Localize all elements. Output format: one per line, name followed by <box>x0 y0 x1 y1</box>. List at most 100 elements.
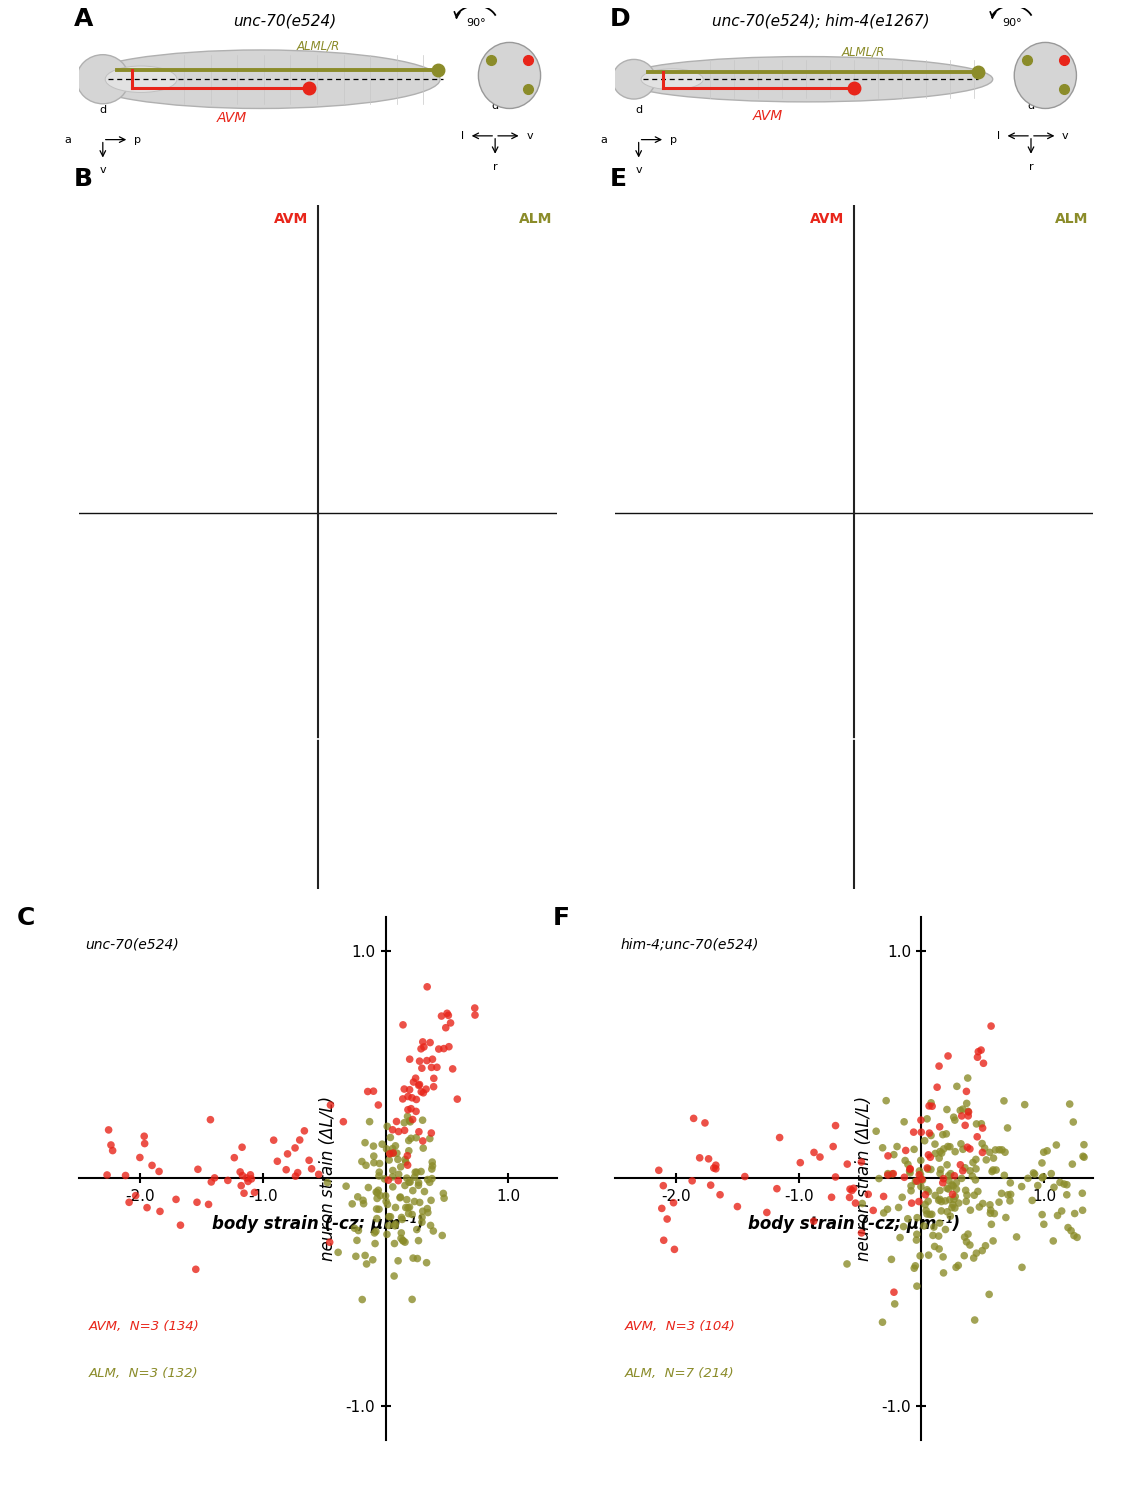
Point <box>104 1138 122 1162</box>
Point <box>412 1036 431 1060</box>
Point <box>932 1198 950 1222</box>
Point <box>952 1167 970 1191</box>
Point <box>920 1244 938 1268</box>
Point <box>838 1252 857 1276</box>
Point <box>242 1167 260 1191</box>
Point <box>888 1134 906 1158</box>
Point <box>246 1180 264 1204</box>
Point <box>991 1138 1009 1162</box>
Point <box>973 1112 991 1136</box>
Point <box>941 1134 959 1158</box>
Point <box>399 1104 417 1128</box>
Point <box>964 1164 982 1188</box>
Point <box>392 1221 410 1245</box>
Point <box>396 1077 414 1101</box>
Point <box>418 1251 436 1275</box>
Point <box>948 1074 966 1098</box>
Point <box>355 1191 373 1215</box>
Point <box>943 1182 961 1206</box>
Point <box>980 1192 999 1216</box>
Bar <box>103 561 198 684</box>
Point <box>953 1160 971 1184</box>
Point <box>926 1184 944 1208</box>
Point <box>365 1150 383 1174</box>
Point <box>986 1138 1004 1162</box>
Point <box>357 1252 375 1276</box>
Point <box>944 1192 962 1216</box>
Point <box>934 1167 952 1191</box>
Point <box>421 1188 440 1212</box>
Point <box>381 1142 399 1166</box>
Point <box>914 1168 932 1192</box>
Point <box>912 1149 930 1173</box>
Point <box>895 1166 913 1190</box>
Point <box>337 1174 355 1198</box>
Point <box>98 1162 116 1186</box>
Point <box>1074 1198 1092 1222</box>
Point <box>423 1167 441 1191</box>
Point <box>415 1136 433 1160</box>
Point <box>931 1179 949 1203</box>
Point <box>126 1184 144 1208</box>
Point <box>1023 1188 1041 1212</box>
Point <box>655 1228 673 1252</box>
Point <box>921 1203 939 1227</box>
Point <box>915 1128 933 1152</box>
Point <box>938 1098 956 1122</box>
Point <box>289 1161 307 1185</box>
Point <box>1002 1182 1020 1206</box>
Point <box>771 1125 789 1149</box>
Point <box>385 1214 403 1237</box>
Point <box>392 1227 410 1251</box>
Text: d: d <box>1028 102 1035 111</box>
Point <box>982 1014 1000 1038</box>
Point <box>916 1192 934 1216</box>
Ellipse shape <box>641 69 703 90</box>
Point <box>826 1166 844 1190</box>
Y-axis label: neuron strain (ΔL/L): neuron strain (ΔL/L) <box>855 1095 873 1262</box>
Point <box>859 1182 877 1206</box>
Text: ALM: ALM <box>1055 211 1089 226</box>
Point <box>135 1124 153 1148</box>
Point <box>930 1224 948 1248</box>
Bar <box>644 369 748 492</box>
Point <box>389 1148 407 1172</box>
Text: v: v <box>1062 130 1068 141</box>
Point <box>919 1156 937 1180</box>
Point <box>983 1160 1001 1184</box>
Point <box>967 1148 985 1172</box>
Point <box>390 1162 408 1186</box>
Point <box>410 1119 428 1143</box>
Point <box>961 1137 979 1161</box>
Point <box>908 1274 926 1298</box>
Point <box>380 1148 398 1172</box>
Text: p: p <box>134 135 141 144</box>
Point <box>1068 1226 1086 1250</box>
Text: ALML/R: ALML/R <box>842 45 885 58</box>
Point <box>982 1198 1000 1222</box>
Point <box>958 1184 976 1208</box>
Text: 90°: 90° <box>467 18 486 27</box>
Point <box>394 1228 412 1252</box>
Point <box>902 1174 920 1198</box>
Point <box>408 1161 426 1185</box>
Point <box>410 1072 428 1096</box>
Point <box>650 1158 668 1182</box>
X-axis label: body strain (-cz; μm⁻¹): body strain (-cz; μm⁻¹) <box>212 1215 424 1233</box>
Point <box>947 1256 965 1280</box>
Point <box>931 1210 949 1234</box>
Point <box>912 1108 930 1132</box>
Point <box>383 1166 401 1190</box>
Point <box>1061 1092 1079 1116</box>
Point <box>908 1222 926 1246</box>
Point <box>387 1134 405 1158</box>
Point <box>1045 1228 1063 1252</box>
Point <box>187 1257 205 1281</box>
Point <box>188 1191 206 1215</box>
Point <box>440 1004 458 1028</box>
Point <box>347 1245 365 1269</box>
Point <box>997 1206 1015 1230</box>
Point <box>391 1185 409 1209</box>
Point <box>378 1137 396 1161</box>
Point <box>957 1179 975 1203</box>
